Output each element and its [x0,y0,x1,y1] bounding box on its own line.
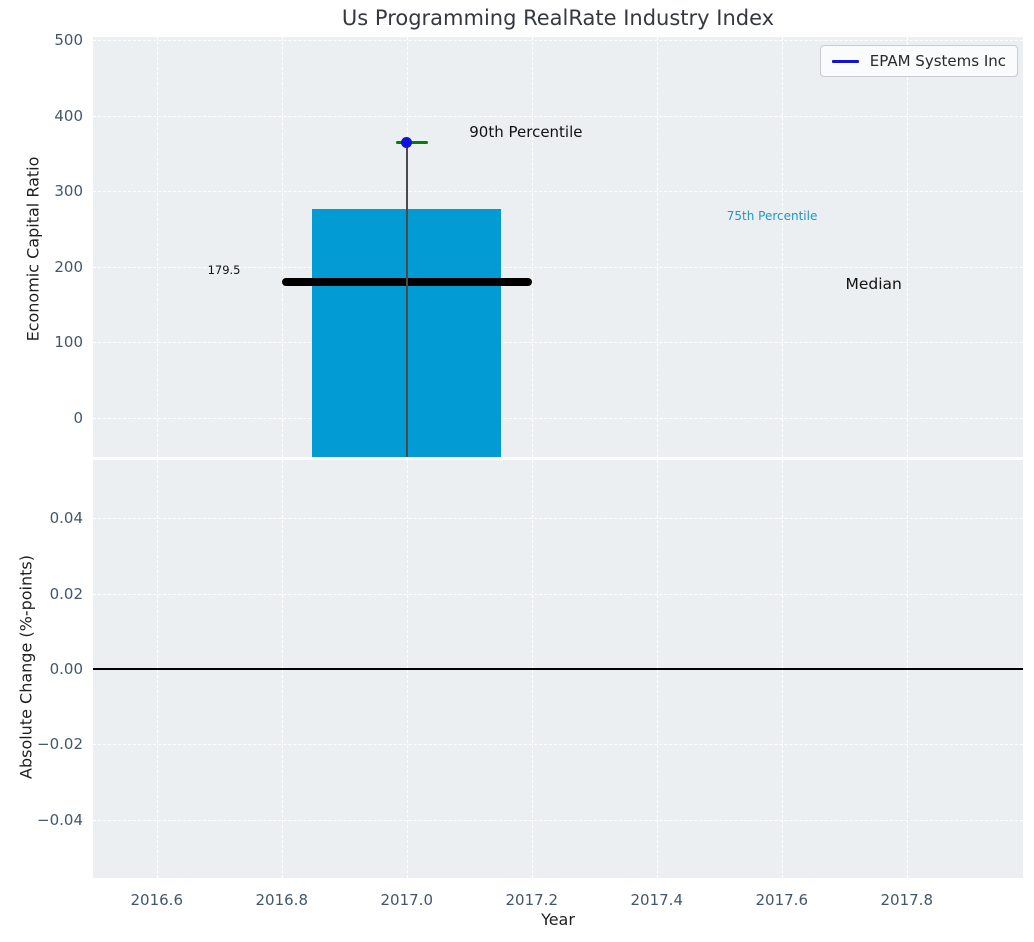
x-tick-label: 2016.8 [255,891,309,909]
gridline-vertical [656,37,658,457]
x-tick-label: 2017.8 [880,891,934,909]
gridline-vertical [906,37,908,457]
y-tick-label: 0.02 [49,584,83,603]
chart-title: Us Programming RealRate Industry Index [341,6,775,30]
gridline-horizontal [93,417,1023,419]
x-tick-label: 2017.4 [630,891,684,909]
axes-economic-capital-ratio: EPAM Systems Inc 179.5 90th Percentile 75t… [93,37,1023,457]
y-tick-label: 500 [54,31,83,50]
x-tick-label: 2017.6 [755,891,809,909]
legend-label: EPAM Systems Inc [869,52,1006,70]
gridline-vertical [531,37,533,457]
y-tick-label: −0.04 [37,810,83,829]
line-zero-change-line [93,668,1023,670]
y-tick-label: 0 [73,408,83,427]
gridline-vertical [156,37,158,457]
y-tick-label: 0.00 [49,660,83,678]
y-tick-label: 200 [54,257,83,276]
gridline-horizontal [93,266,1023,268]
marker-epam-systems-inc [401,136,413,148]
xlabel-year: Year [541,910,575,929]
gridline-horizontal [93,191,1023,193]
gridline-horizontal [93,342,1023,344]
gridline-vertical [781,37,783,457]
gridline-vertical [281,37,283,457]
gridline-horizontal [93,744,1023,746]
x-tick-label: 2017.0 [380,891,434,909]
ylabel-absolute-change: Absolute Change (%-points) [16,555,36,779]
gridline-horizontal [93,40,1023,42]
gridline-horizontal [93,819,1023,821]
y-tick-label: 400 [54,106,83,125]
gridline-horizontal [93,518,1023,520]
y-tick-label: 100 [54,333,83,352]
annotation-p90: 90th Percentile [469,122,583,141]
gridline-horizontal [93,115,1023,117]
legend: EPAM Systems Inc [819,45,1018,77]
legend-line-sample [831,59,859,63]
y-tick-label: 0.04 [49,509,83,528]
gridline-horizontal [93,593,1023,595]
annotation-p75: 75th Percentile [726,209,818,224]
y-tick-label: 300 [54,182,83,201]
ylabel-economic-capital-ratio: Economic Capital Ratio [23,156,43,342]
line-stem [406,142,408,457]
annotation-median-value: 179.5 [207,262,241,277]
y-tick-label: −0.02 [37,735,83,754]
axes-absolute-change [93,460,1023,878]
x-tick-label: 2017.2 [505,891,559,909]
x-tick-label: 2016.6 [130,891,184,909]
annotation-median: Median [845,275,902,294]
